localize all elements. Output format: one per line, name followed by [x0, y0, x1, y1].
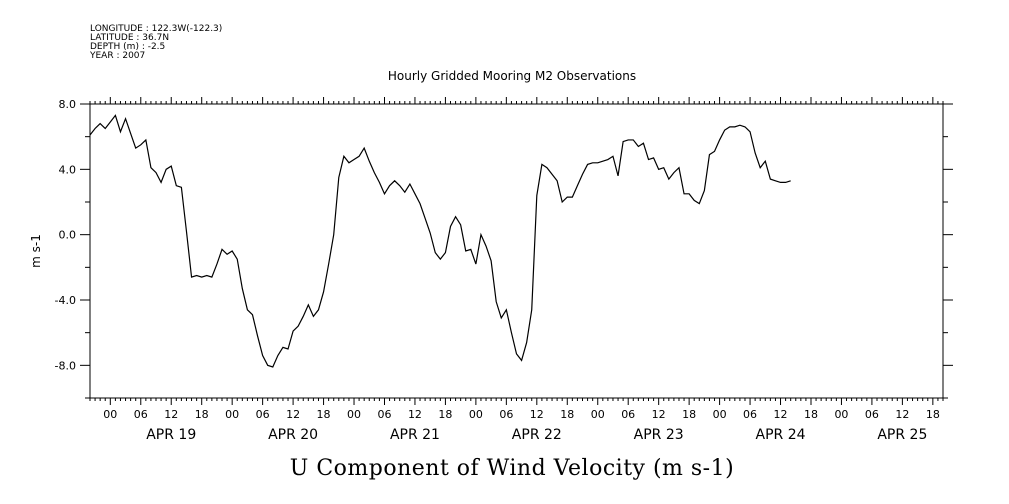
year-label: YEAR : 2007 — [89, 51, 145, 61]
y-tick-label: -8.0 — [55, 359, 76, 372]
x-tick-label: 00 — [347, 408, 361, 421]
x-tick-label: 18 — [438, 408, 452, 421]
y-tick-label: 8.0 — [59, 98, 77, 111]
day-labels: APR 19 APR 20 APR 21 APR 22 APR 23 APR 24 APR … — [146, 427, 927, 443]
y-tick-label: 4.0 — [59, 163, 77, 176]
day-label: APR 25 — [877, 427, 927, 443]
day-label: APR 19 — [146, 427, 196, 443]
y-tick-label: 0.0 — [59, 229, 77, 242]
x-tick-label: 00 — [591, 408, 605, 421]
x-tick-label: 12 — [774, 408, 788, 421]
depth-label: DEPTH (m) : -2.5 — [90, 42, 165, 52]
x-tick-label: 18 — [804, 408, 818, 421]
x-tick-label: 12 — [164, 408, 178, 421]
axis-ticks — [80, 97, 953, 405]
day-label: APR 22 — [512, 427, 562, 443]
x-tick-label: 06 — [621, 408, 635, 421]
series-line — [89, 114, 791, 368]
y-axis-label: m s-1 — [29, 234, 43, 268]
x-tick-label: 18 — [926, 408, 940, 421]
chart-title: Hourly Gridded Mooring M2 Observations — [388, 69, 636, 83]
x-tick-labels: 00 06 12 18 00 06 12 18 00 06 12 18 00 06 12 18 00 06 12 18… — [103, 408, 940, 421]
x-tick-label: 12 — [286, 408, 300, 421]
x-tick-label: 06 — [865, 408, 879, 421]
x-tick-label: 12 — [408, 408, 422, 421]
x-tick-label: 00 — [834, 408, 848, 421]
x-tick-label: 12 — [530, 408, 544, 421]
x-tick-label: 06 — [499, 408, 513, 421]
x-tick-label: 06 — [134, 408, 148, 421]
x-tick-label: 12 — [895, 408, 909, 421]
latitude-label: LATITUDE : 36.7N — [90, 33, 169, 43]
y-tick-labels: -8.0 -4.0 0.0 4.0 8.0 — [55, 98, 76, 372]
x-tick-label: 12 — [652, 408, 666, 421]
longitude-label: LONGITUDE : 122.3W(-122.3) — [90, 24, 222, 34]
x-tick-label: 00 — [225, 408, 239, 421]
x-tick-label: 06 — [743, 408, 757, 421]
x-tick-label: 00 — [713, 408, 727, 421]
y-tick-label: -4.0 — [55, 294, 76, 307]
x-axis-label: U Component of Wind Velocity (m s-1) — [290, 456, 734, 481]
day-label: APR 20 — [268, 427, 318, 443]
x-tick-label: 18 — [317, 408, 331, 421]
day-label: APR 21 — [390, 427, 440, 443]
x-tick-label: 06 — [377, 408, 391, 421]
day-label: APR 24 — [756, 427, 806, 443]
x-tick-label: 18 — [682, 408, 696, 421]
x-tick-label: 18 — [560, 408, 574, 421]
x-tick-label: 00 — [103, 408, 117, 421]
x-tick-label: 18 — [195, 408, 209, 421]
x-tick-label: 06 — [256, 408, 270, 421]
day-label: APR 23 — [634, 427, 684, 443]
x-tick-label: 00 — [469, 408, 483, 421]
